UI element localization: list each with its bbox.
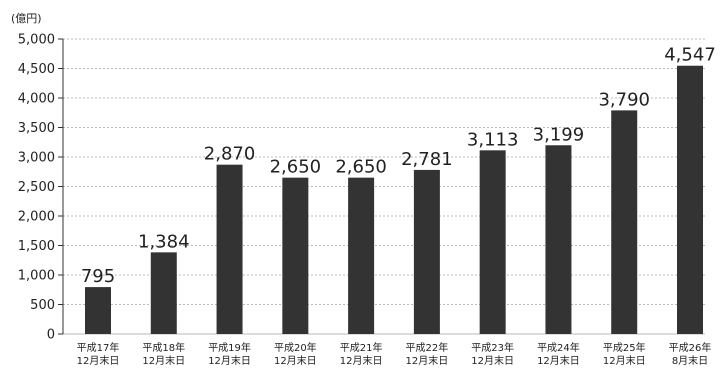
labels-layer: 0 500 1,000 1,500 2,000 2,500 3,000 3,500 4,000 4…	[18, 33, 716, 368]
bar-value-label: 3,199	[533, 124, 585, 145]
bar-value-label: 2,781	[401, 149, 453, 170]
x-category-label-date: 12月末日	[603, 354, 646, 367]
x-category-label-date: 12月末日	[142, 354, 185, 367]
y-tick-label: 4,500	[18, 62, 55, 77]
bar-value-label: 2,650	[335, 157, 387, 178]
bar-value-label: 4,547	[664, 45, 716, 66]
y-tick-label: 1,000	[18, 269, 55, 284]
bar	[545, 145, 572, 334]
bar	[348, 177, 375, 334]
y-tick-label: 5,000	[18, 33, 55, 48]
grid-layer	[58, 38, 705, 335]
bar-value-label: 3,113	[467, 129, 519, 150]
x-category-label-date: 12月末日	[537, 354, 580, 367]
bar	[677, 65, 703, 335]
x-category-label-year: 平成26年	[669, 341, 712, 354]
bar	[282, 177, 309, 334]
x-category-label-date: 12月末日	[406, 354, 449, 367]
x-category-label-year: 平成20年	[274, 341, 317, 354]
bar	[150, 252, 177, 334]
y-tick-label: 500	[30, 298, 55, 313]
x-category-label-year: 平成22年	[406, 341, 449, 354]
x-category-label-date: 12月末日	[471, 354, 514, 367]
x-category-label-date: 8月末日	[672, 354, 708, 367]
x-category-label-year: 平成17年	[77, 341, 120, 354]
bar	[216, 164, 243, 334]
x-category-label-date: 12月末日	[340, 354, 383, 367]
y-tick-label: 2,000	[18, 210, 55, 225]
x-category-label-year: 平成24年	[537, 341, 580, 354]
bar-value-label: 2,870	[204, 144, 256, 165]
x-category-label-year: 平成18年	[142, 341, 185, 354]
x-category-label-date: 12月末日	[77, 354, 120, 367]
bar-value-label: 1,384	[138, 231, 190, 252]
bar	[611, 110, 638, 334]
y-tick-label: 0	[47, 328, 55, 343]
y-tick-label: 3,500	[18, 121, 55, 136]
bar	[413, 169, 440, 334]
bar-value-label: 3,790	[598, 89, 650, 110]
y-tick-label: 2,500	[18, 180, 55, 195]
y-tick-label: 1,500	[18, 239, 55, 254]
x-category-label-date: 12月末日	[208, 354, 251, 367]
bar-value-label: 795	[81, 266, 115, 287]
x-category-label-year: 平成23年	[471, 341, 514, 354]
bar-value-label: 2,650	[270, 157, 322, 178]
bars-layer	[85, 65, 703, 335]
x-category-label-date: 12月末日	[274, 354, 317, 367]
bar	[85, 287, 111, 334]
y-tick-label: 4,000	[18, 92, 55, 107]
x-category-label-year: 平成21年	[340, 341, 383, 354]
bar	[479, 150, 506, 334]
x-category-label-year: 平成25年	[603, 341, 646, 354]
y-axis-unit-label: (億円)	[11, 12, 42, 25]
y-tick-label: 3,000	[18, 151, 55, 166]
x-category-label-year: 平成19年	[208, 341, 251, 354]
